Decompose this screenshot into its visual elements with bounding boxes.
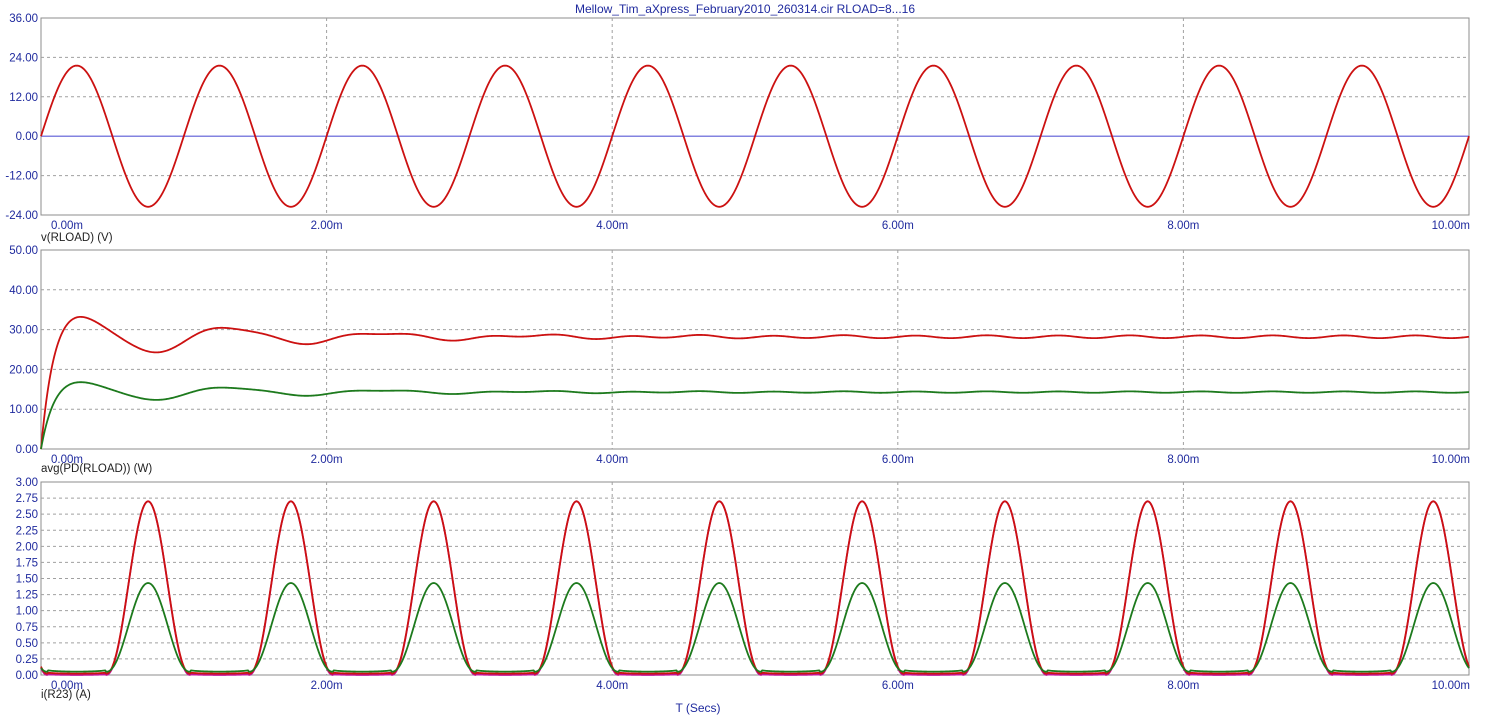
x-tick-label: 4.00m [596,220,628,232]
x-tick-label: 4.00m [596,680,628,692]
y-tick-label: 50.00 [9,245,38,257]
y-tick-label: 0.00 [16,444,38,456]
y-tick-label: 1.00 [16,606,38,618]
y-tick-label: 0.25 [16,654,38,666]
series-line-1 [40,64,1470,208]
x-axis-label: T (Secs) [675,701,720,715]
x-tick-label: 2.00m [311,220,343,232]
y-tick-label: 30.00 [9,325,38,337]
y-tick-label: 0.00 [16,670,38,682]
y-tick-label: 10.00 [9,404,38,416]
trace-label: avg(PD(RLOAD)) (W) [41,463,152,475]
x-tick-label: 8.00m [1167,454,1199,466]
y-tick-label: 12.00 [9,92,38,104]
x-tick-label: 8.00m [1167,220,1199,232]
y-tick-label: 0.75 [16,622,38,634]
series-line-2 [40,381,1470,450]
plot-frame [40,249,1470,450]
y-tick-label: -24.00 [5,210,38,222]
x-tick-label: 10.00m [1432,454,1470,466]
panel-1: -24.00 -12.00 0.00 12.00 24.00 36.00 0.00m 2.00… [5,13,1470,244]
panel-3: 0.00 0.25 0.50 0.75 1.00 1.25 1.50 1.75 2.00 2.25… [16,477,1470,701]
x-tick-label: 6.00m [882,680,914,692]
series-line-3 [40,582,1470,673]
x-tick-label: 8.00m [1167,680,1199,692]
x-tick-label: 10.00m [1432,680,1470,692]
series-line-1 [40,315,1470,450]
trace-label: v(RLOAD) (V) [41,232,113,244]
x-tick-label: 0.00m [51,454,83,466]
plot-frame [40,17,1470,216]
y-tick-label: -12.00 [5,171,38,183]
x-tick-label: 0.00m [51,680,83,692]
y-tick-label: 2.50 [16,509,38,521]
y-tick-label: 2.00 [16,541,38,553]
y-tick-label: 36.00 [9,13,38,25]
y-tick-label: 2.25 [16,525,38,537]
y-tick-label: 1.50 [16,574,38,586]
x-tick-label: 6.00m [882,220,914,232]
y-tick-label: 0.00 [16,131,38,143]
panel-2: 0.00 10.00 20.00 30.00 40.00 50.00 0.00m 2.00m 4… [9,245,1470,475]
trace-label: i(R23) (A) [41,689,91,701]
y-tick-label: 2.75 [16,493,38,505]
y-tick-label: 3.00 [16,477,38,489]
plot-panels: -24.00 -12.00 0.00 12.00 24.00 36.00 0.00m 2.00… [5,13,1470,701]
x-tick-label: 2.00m [311,454,343,466]
y-tick-label: 1.75 [16,557,38,569]
x-tick-label: 0.00m [51,220,83,232]
y-tick-label: 40.00 [9,285,38,297]
x-tick-label: 4.00m [596,454,628,466]
y-tick-label: 1.25 [16,590,38,602]
y-tick-label: 20.00 [9,364,38,376]
y-tick-label: 0.50 [16,638,38,650]
plot-title: Mellow_Tim_aXpress_February2010_260314.c… [575,2,915,16]
x-tick-label: 6.00m [882,454,914,466]
y-tick-label: 24.00 [9,52,38,64]
x-tick-label: 2.00m [311,680,343,692]
series-line-2 [40,500,1470,675]
x-tick-label: 10.00m [1432,220,1470,232]
